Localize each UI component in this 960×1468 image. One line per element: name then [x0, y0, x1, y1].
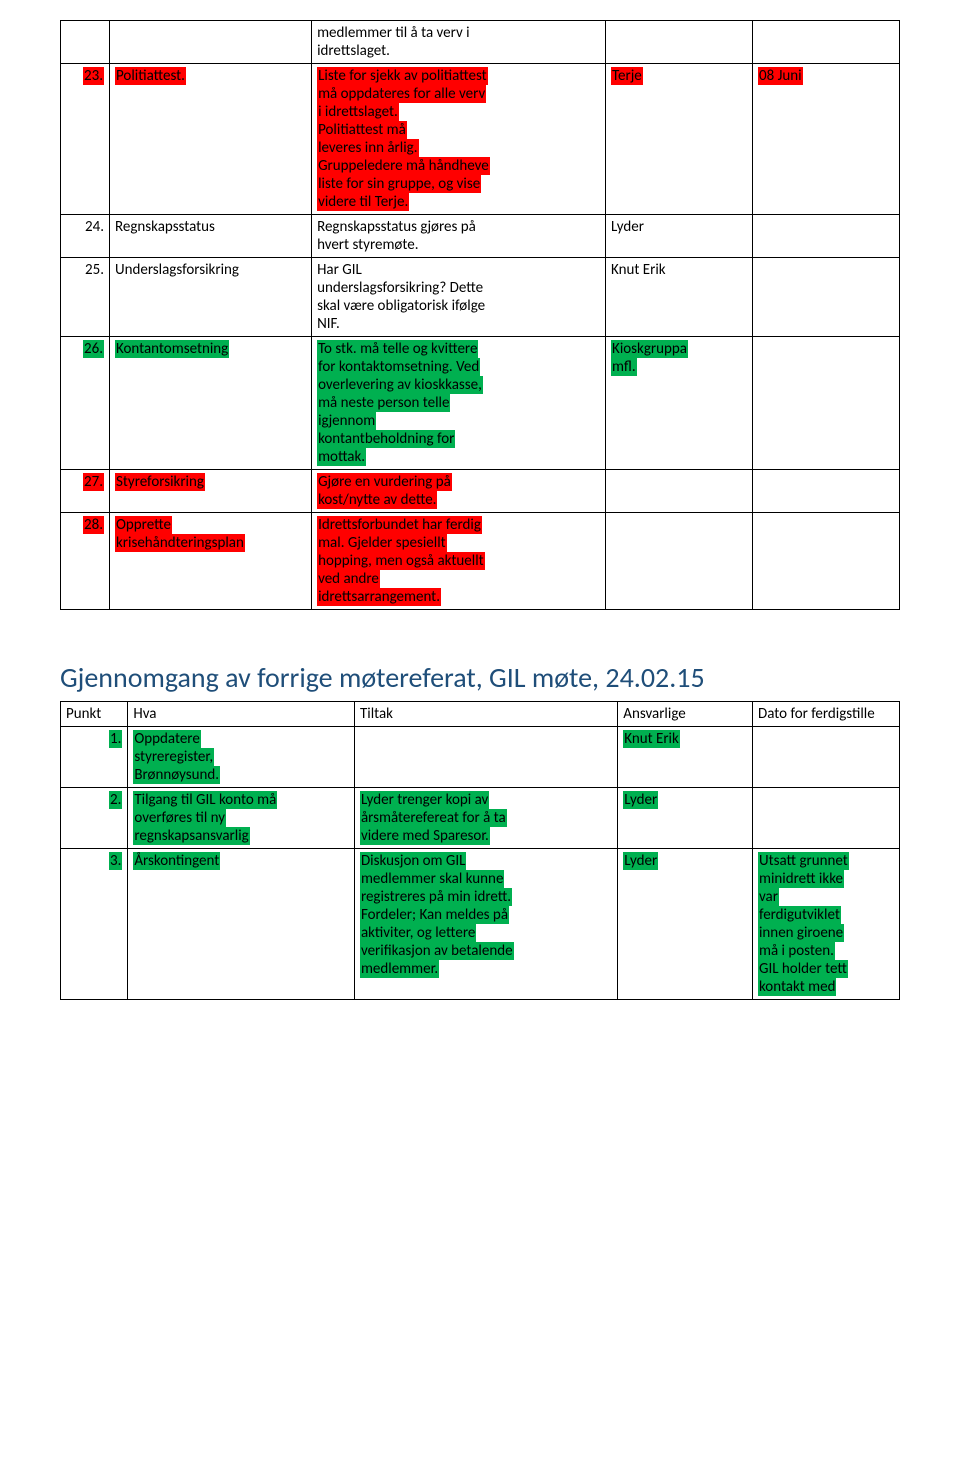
cell-tiltak [354, 727, 617, 788]
cell-dato [752, 727, 899, 788]
cell-dato [753, 337, 900, 470]
header-ansv: Ansvarlige [618, 702, 753, 727]
cell-dato [753, 470, 900, 513]
cell-num [61, 21, 110, 64]
cell-tiltak: Regnskapsstatus gjøres påhvert styremøte… [312, 215, 606, 258]
cell-tiltak: Liste for sjekk av politiattestmå oppdat… [312, 64, 606, 215]
table-row: 27.StyreforsikringGjøre en vurdering påk… [61, 470, 900, 513]
cell-ansv [606, 21, 753, 64]
cell-ansv: Kioskgruppamfl. [606, 337, 753, 470]
header-punkt: Punkt [61, 702, 128, 727]
table-row: 28.OpprettekrisehåndteringsplanIdrettsfo… [61, 513, 900, 610]
cell-tiltak: Gjøre en vurdering påkost/nytte av dette… [312, 470, 606, 513]
table-row: 23.Politiattest.Liste for sjekk av polit… [61, 64, 900, 215]
header-hva: Hva [128, 702, 355, 727]
table-row: 2.Tilgang til GIL konto måoverføres til … [61, 788, 900, 849]
header-dato: Dato for ferdigstille [752, 702, 899, 727]
cell-num: 2. [61, 788, 128, 849]
cell-hva: Styreforsikring [109, 470, 311, 513]
cell-dato: Utsatt grunnetminidrett ikkevarferdigutv… [752, 849, 899, 1000]
cell-dato [752, 788, 899, 849]
cell-ansv: Lyder [618, 788, 753, 849]
table-header-row: PunktHvaTiltakAnsvarligeDato for ferdigs… [61, 702, 900, 727]
cell-hva: Opprettekrisehåndteringsplan [109, 513, 311, 610]
cell-hva: Årskontingent [128, 849, 355, 1000]
table-row: medlemmer til å ta verv iidrettslaget. [61, 21, 900, 64]
header-tiltak: Tiltak [354, 702, 617, 727]
cell-num: 28. [61, 513, 110, 610]
table-row: 1.Oppdaterestyreregister,Brønnøysund. Knu… [61, 727, 900, 788]
cell-hva: Oppdaterestyreregister,Brønnøysund. [128, 727, 355, 788]
cell-tiltak: Idrettsforbundet har ferdigmal. Gjelder … [312, 513, 606, 610]
cell-num: 24. [61, 215, 110, 258]
cell-hva: Tilgang til GIL konto måoverføres til ny… [128, 788, 355, 849]
cell-num: 23. [61, 64, 110, 215]
cell-dato [753, 21, 900, 64]
cell-tiltak: To stk. må telle og kvitterefor kontakto… [312, 337, 606, 470]
cell-dato: 08 Juni [753, 64, 900, 215]
cell-tiltak: medlemmer til å ta verv iidrettslaget. [312, 21, 606, 64]
cell-num: 25. [61, 258, 110, 337]
cell-tiltak: Har GILunderslagsforsikring? Detteskal v… [312, 258, 606, 337]
cell-tiltak: Diskusjon om GILmedlemmer skal kunneregi… [354, 849, 617, 1000]
table-row: 25.UnderslagsforsikringHar GILunderslags… [61, 258, 900, 337]
cell-num: 3. [61, 849, 128, 1000]
table-row: 3.ÅrskontingentDiskusjon om GILmedlemmer… [61, 849, 900, 1000]
cell-num: 1. [61, 727, 128, 788]
action-table-1: medlemmer til å ta verv iidrettslaget.23… [60, 20, 900, 610]
cell-dato [753, 513, 900, 610]
cell-dato [753, 215, 900, 258]
table-row: 24.RegnskapsstatusRegnskapsstatus gjøres… [61, 215, 900, 258]
cell-ansv: Lyder [606, 215, 753, 258]
section-heading: Gjennomgang av forrige møtereferat, GIL … [60, 660, 900, 695]
cell-tiltak: Lyder trenger kopi avårsmåterefereat for… [354, 788, 617, 849]
cell-hva: Underslagsforsikring [109, 258, 311, 337]
cell-hva [109, 21, 311, 64]
cell-ansv: Lyder [618, 849, 753, 1000]
cell-dato [753, 258, 900, 337]
cell-ansv [606, 513, 753, 610]
cell-hva: Regnskapsstatus [109, 215, 311, 258]
cell-num: 26. [61, 337, 110, 470]
cell-ansv: Knut Erik [618, 727, 753, 788]
cell-ansv: Terje [606, 64, 753, 215]
cell-hva: Kontantomsetning [109, 337, 311, 470]
cell-num: 27. [61, 470, 110, 513]
table-row: 26.KontantomsetningTo stk. må telle og k… [61, 337, 900, 470]
cell-ansv: Knut Erik [606, 258, 753, 337]
cell-hva: Politiattest. [109, 64, 311, 215]
cell-ansv [606, 470, 753, 513]
action-table-2: PunktHvaTiltakAnsvarligeDato for ferdigs… [60, 701, 900, 1000]
